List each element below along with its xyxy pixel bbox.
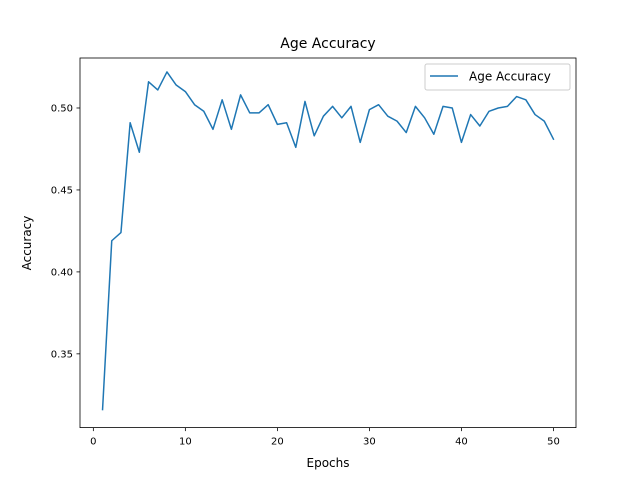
x-axis-ticks: 0 10 20 30 40 50 (90, 427, 560, 448)
data-point (515, 95, 517, 97)
data-point (543, 120, 545, 122)
data-point (469, 113, 471, 115)
data-point (221, 99, 223, 101)
legend-box (424, 63, 571, 91)
data-point (488, 110, 490, 112)
data-point (387, 115, 389, 117)
y-tick-label: 0.35 (51, 349, 73, 360)
x-tick-label: 0 (90, 437, 96, 448)
data-point (129, 122, 131, 124)
data-point (423, 117, 425, 119)
data-point (184, 90, 186, 92)
data-point (101, 408, 103, 410)
series-layer (101, 71, 555, 411)
data-point (295, 146, 297, 148)
data-point (175, 84, 177, 86)
data-point (322, 115, 324, 117)
data-point (460, 141, 462, 143)
plot-area-frame (79, 57, 577, 429)
x-tick-label: 20 (271, 437, 284, 448)
data-point (249, 112, 251, 114)
data-point (258, 112, 260, 114)
data-point (534, 113, 536, 115)
y-tick-label: 0.45 (51, 186, 73, 197)
data-point (304, 100, 306, 102)
data-point (442, 105, 444, 107)
data-point (120, 231, 122, 233)
data-point (138, 151, 140, 153)
data-point (552, 138, 554, 140)
data-point (368, 108, 370, 110)
y-tick-label: 0.50 (51, 104, 73, 115)
data-point (405, 131, 407, 133)
legend: Age Accuracy (424, 63, 571, 91)
x-tick-label: 30 (363, 437, 376, 448)
data-point (359, 141, 361, 143)
data-point (212, 128, 214, 130)
data-point (451, 107, 453, 109)
data-point (193, 104, 195, 106)
data-point (276, 123, 278, 125)
series-line-age-accuracy (101, 71, 555, 411)
data-point (267, 104, 269, 106)
data-point (203, 110, 205, 112)
legend-label-age-accuracy: Age Accuracy (469, 70, 551, 84)
data-point (479, 125, 481, 127)
y-tick-label: 0.40 (51, 267, 73, 278)
data-point (414, 105, 416, 107)
data-point (239, 94, 241, 96)
x-tick-label: 40 (455, 437, 468, 448)
x-tick-label: 50 (547, 437, 560, 448)
data-point (341, 117, 343, 119)
data-point (147, 81, 149, 83)
data-point (166, 71, 168, 73)
data-point (230, 128, 232, 130)
x-axis-label: Epochs (307, 456, 350, 470)
data-point (433, 133, 435, 135)
data-point (506, 105, 508, 107)
data-point (157, 89, 159, 91)
data-point (396, 120, 398, 122)
y-axis-ticks: 0.35 0.40 0.45 0.50 (51, 104, 80, 360)
y-axis-label: Accuracy (20, 216, 34, 271)
data-point (525, 99, 527, 101)
data-point (377, 104, 379, 106)
x-tick-label: 10 (179, 437, 192, 448)
chart-title: Age Accuracy (280, 36, 375, 52)
data-point (497, 107, 499, 109)
data-point (285, 122, 287, 124)
data-point (331, 105, 333, 107)
data-point (350, 105, 352, 107)
data-point (313, 135, 315, 137)
data-point (111, 240, 113, 242)
